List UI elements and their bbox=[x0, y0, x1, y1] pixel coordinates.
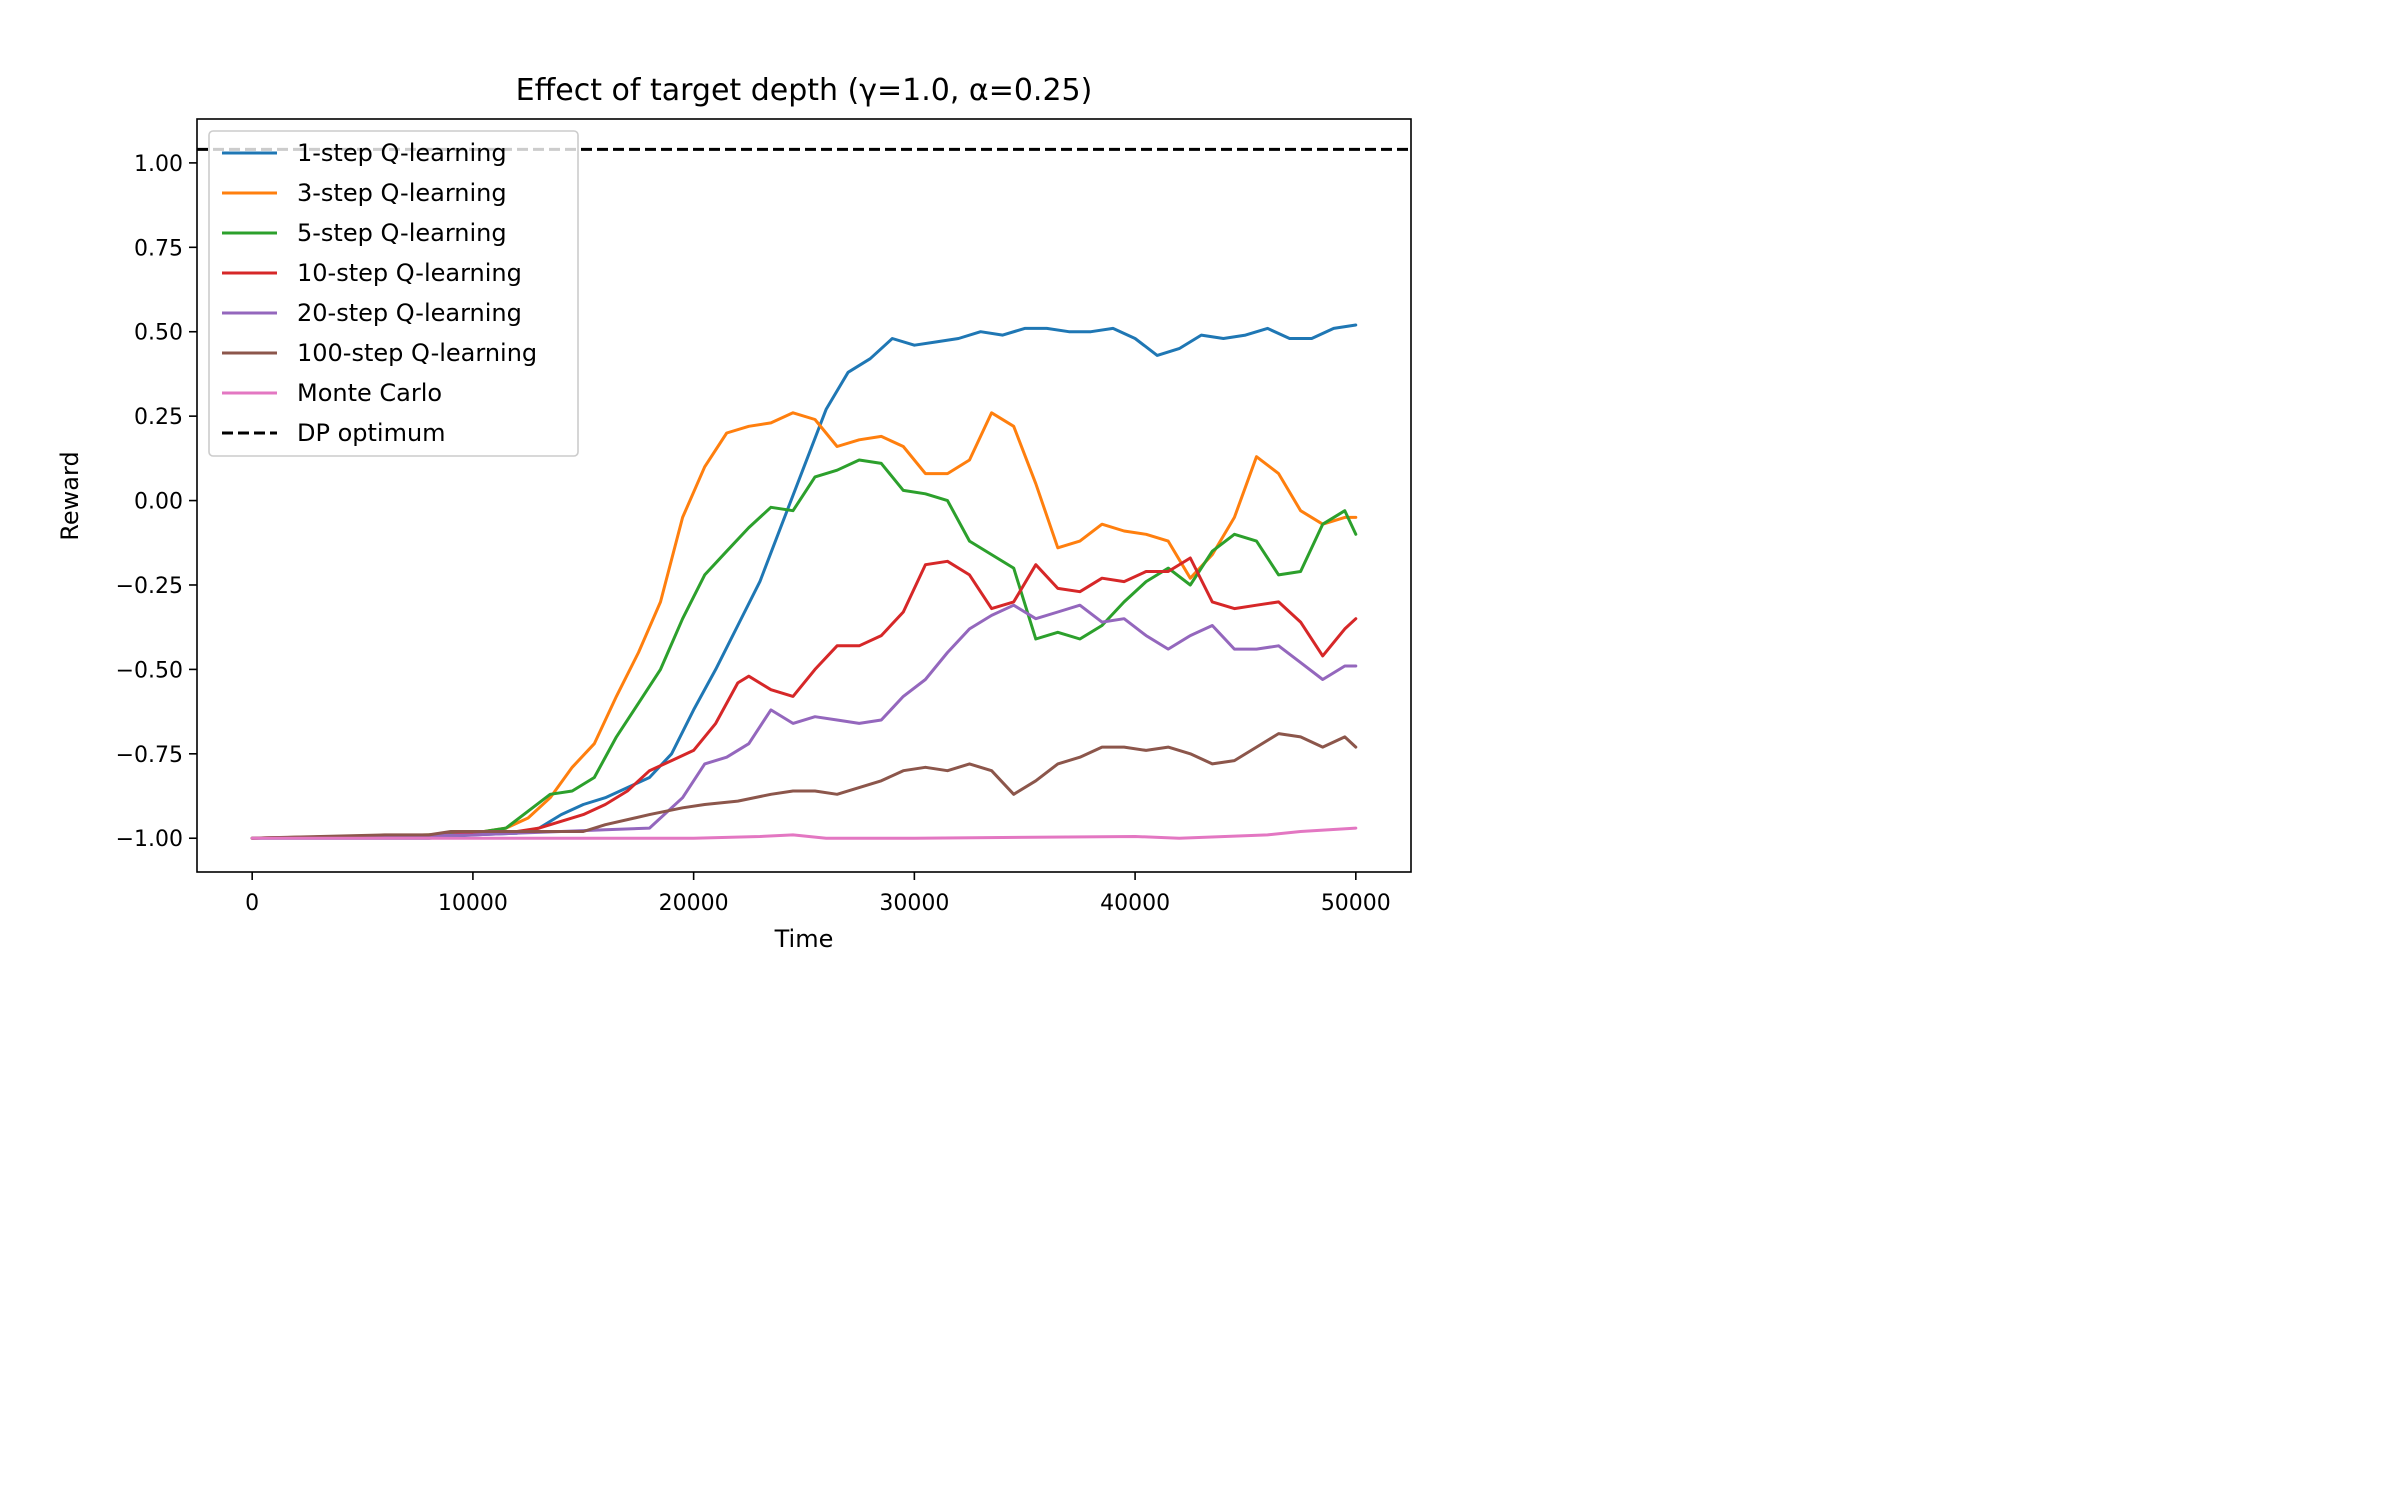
series-line-10-step-q-learning bbox=[250, 556, 1358, 840]
y-tick-label: −0.75 bbox=[116, 743, 183, 768]
series-line-5-step-q-learning bbox=[250, 458, 1358, 840]
legend-label: 3-step Q-learning bbox=[297, 179, 507, 207]
chart-title: Effect of target depth (γ=1.0, α=0.25) bbox=[516, 73, 1093, 108]
x-tick-label: 40000 bbox=[1100, 891, 1170, 916]
legend-label: 100-step Q-learning bbox=[297, 339, 537, 367]
y-tick-label: 0.50 bbox=[134, 321, 183, 346]
legend-label: 20-step Q-learning bbox=[297, 299, 522, 327]
series-line-monte-carlo bbox=[250, 826, 1358, 840]
x-tick-label: 0 bbox=[245, 891, 259, 916]
chart-canvas: Effect of target depth (γ=1.0, α=0.25) 0… bbox=[0, 0, 1546, 966]
y-axis-label: Reward bbox=[56, 451, 84, 540]
y-tick-label: 1.00 bbox=[134, 152, 183, 177]
y-tick-label: −0.25 bbox=[116, 574, 183, 599]
legend-box bbox=[208, 130, 579, 457]
x-tick-label: 50000 bbox=[1321, 891, 1391, 916]
series-line-20-step-q-learning bbox=[250, 603, 1358, 840]
legend: 1-step Q-learning 3-step Q-learning 5-step… bbox=[208, 130, 579, 457]
x-tick-label: 10000 bbox=[438, 891, 508, 916]
plot-frame bbox=[196, 118, 1412, 873]
x-tick-label: 20000 bbox=[659, 891, 729, 916]
legend-label: Monte Carlo bbox=[297, 379, 442, 407]
series-line-1-step-q-learning bbox=[250, 323, 1358, 840]
legend-items: 1-step Q-learning 3-step Q-learning 5-step… bbox=[222, 139, 537, 447]
y-tick-label: 0.25 bbox=[134, 405, 183, 430]
y-tick-label: 0.00 bbox=[134, 490, 183, 515]
x-axis-label: Time bbox=[774, 925, 834, 953]
legend-label: 10-step Q-learning bbox=[297, 259, 522, 287]
series-line-100-step-q-learning bbox=[250, 732, 1358, 840]
y-tick-label: 0.75 bbox=[134, 236, 183, 261]
series-line-3-step-q-learning bbox=[250, 411, 1358, 840]
x-axis: 0 10000 20000 30000 40000 50000 bbox=[245, 872, 1391, 916]
y-axis: −1.00 −0.75 −0.50 −0.25 0.00 0.25 0.50 0.75 1.00 bbox=[116, 152, 197, 852]
y-tick-label: −0.50 bbox=[116, 658, 183, 683]
legend-label: 1-step Q-learning bbox=[297, 139, 507, 167]
legend-label: 5-step Q-learning bbox=[297, 219, 507, 247]
y-tick-label: −1.00 bbox=[116, 827, 183, 852]
legend-label: DP optimum bbox=[297, 419, 446, 447]
x-tick-label: 30000 bbox=[879, 891, 949, 916]
